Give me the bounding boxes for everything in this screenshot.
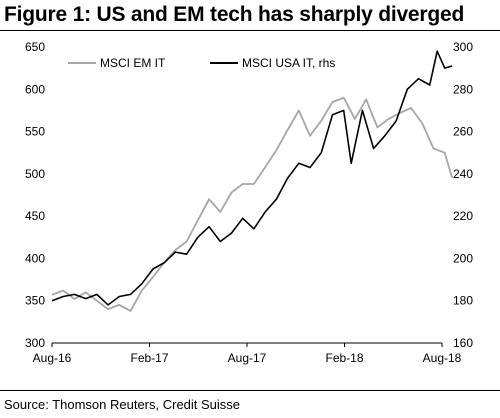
series-line-msci-em-it — [51, 96, 454, 312]
series-layer — [51, 50, 454, 312]
y-left-tick-label: 650 — [25, 40, 45, 54]
series-line-msci-usa-it — [51, 50, 453, 306]
y-left-tick-label: 500 — [25, 167, 45, 181]
chart-title: Figure 1: US and EM tech has sharply div… — [4, 3, 465, 26]
source-divider — [0, 390, 500, 391]
y-right-tick-label: 240 — [453, 167, 473, 181]
axes: 300 350 400 450 500 550 600 650 160 180 200 220 240 2… — [25, 40, 473, 365]
y-right-tick-label: 160 — [453, 336, 473, 350]
y-left-tick-label: 400 — [25, 251, 45, 265]
y-right-tick-label: 200 — [453, 251, 473, 265]
x-tick-label: Aug-17 — [228, 351, 267, 365]
y-left-tick-label: 600 — [25, 82, 45, 96]
legend-label: MSCI USA IT, rhs — [242, 56, 335, 70]
x-tick-label: Aug-16 — [33, 351, 72, 365]
y-right-tick-label: 260 — [453, 125, 473, 139]
x-tick-label: Feb-18 — [325, 351, 363, 365]
title-divider — [0, 30, 500, 31]
y-left-tick-label: 550 — [25, 125, 45, 139]
x-tick-label: Aug-18 — [423, 351, 462, 365]
y-right-tick-label: 180 — [453, 294, 473, 308]
source-note: Source: Thomson Reuters, Credit Suisse — [4, 397, 241, 412]
legend: MSCI EM IT MSCI USA IT, rhs — [68, 56, 335, 70]
y-left-tick-label: 300 — [25, 336, 45, 350]
y-right-tick-label: 280 — [453, 82, 473, 96]
y-right-tick-label: 300 — [453, 40, 473, 54]
x-tick-label: Feb-17 — [130, 351, 168, 365]
y-left-tick-label: 350 — [25, 294, 45, 308]
y-left-tick-label: 450 — [25, 209, 45, 223]
legend-label: MSCI EM IT — [100, 56, 166, 70]
y-right-tick-label: 220 — [453, 209, 473, 223]
